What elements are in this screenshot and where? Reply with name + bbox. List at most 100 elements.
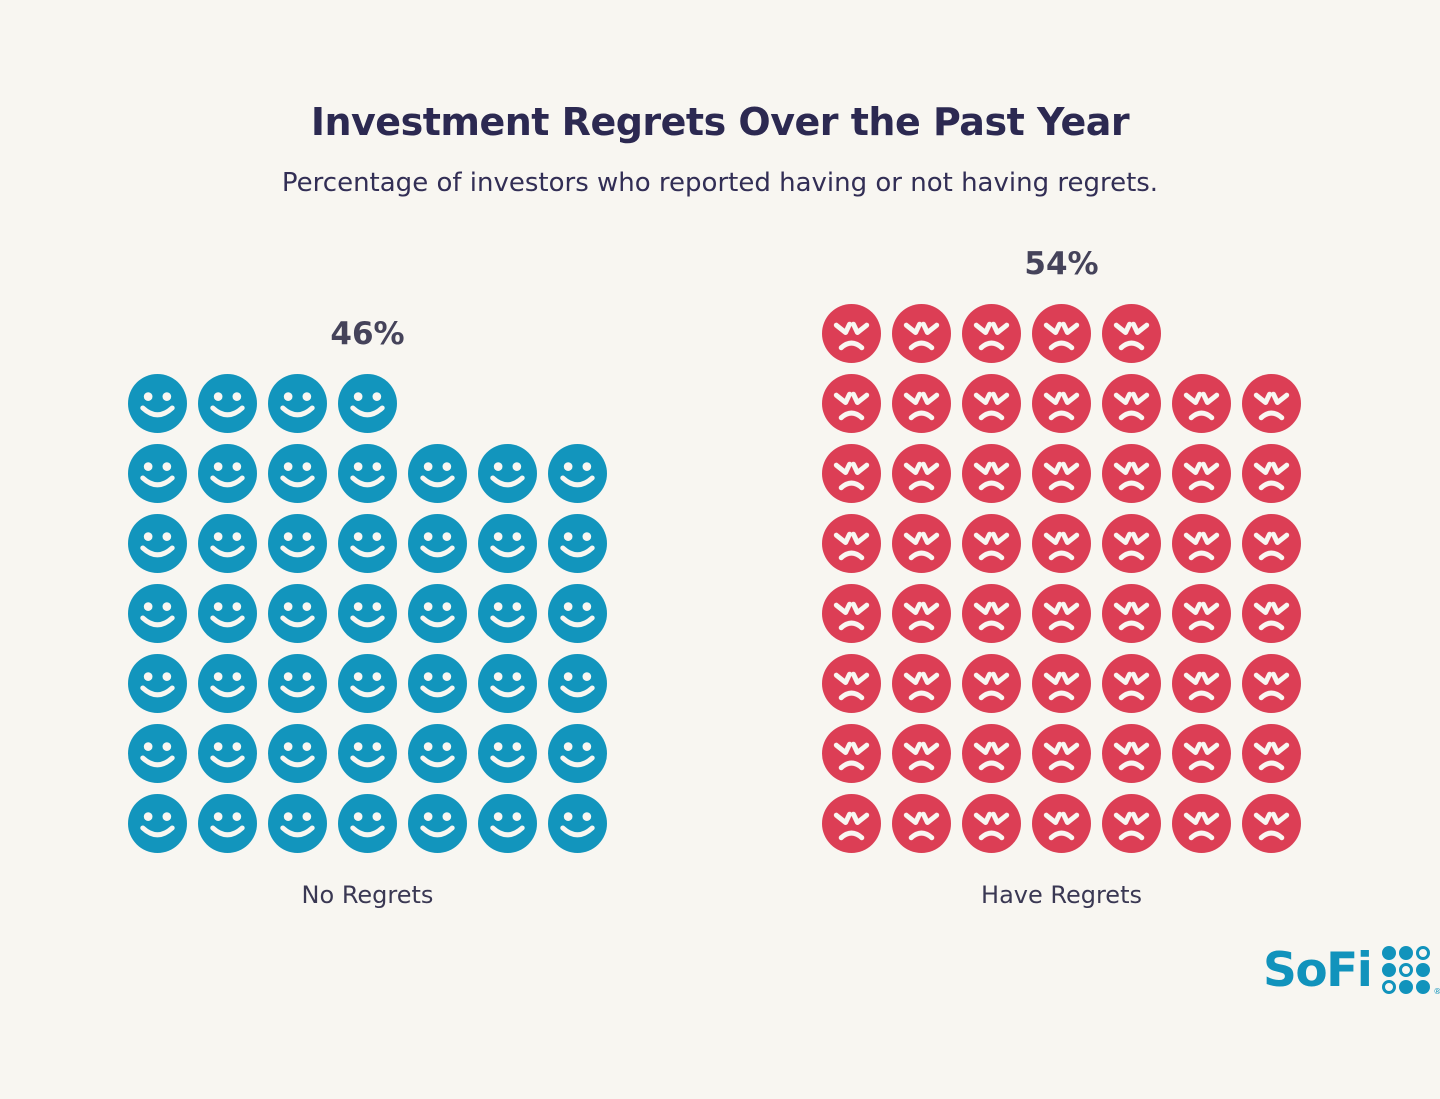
angry-face-icon: [962, 444, 1021, 503]
angry-face-icon: [962, 514, 1021, 573]
angry-face-icon: [892, 514, 951, 573]
angry-face-icon: [1032, 794, 1091, 853]
angry-face-icon: [1102, 374, 1161, 433]
angry-face-icon: [1032, 724, 1091, 783]
smiley-face-icon: [408, 794, 467, 853]
pictograph-row: [822, 724, 1301, 783]
angry-face-icon: [962, 584, 1021, 643]
angry-face-icon: [1032, 514, 1091, 573]
smiley-face-icon: [338, 374, 397, 433]
smiley-face-icon: [268, 654, 327, 713]
pictograph-row: [822, 374, 1301, 433]
smiley-face-icon: [478, 444, 537, 503]
filled-dot: [1399, 946, 1414, 960]
angry-face-icon: [1242, 374, 1301, 433]
smiley-face-icon: [338, 794, 397, 853]
smiley-face-icon: [548, 514, 607, 573]
filled-dot: [1416, 963, 1431, 977]
angry-face-icon: [822, 724, 881, 783]
pictograph-row: [128, 584, 607, 643]
angry-face-icon: [1242, 444, 1301, 503]
angry-face-icon: [1242, 584, 1301, 643]
smiley-face-icon: [128, 654, 187, 713]
smiley-face-icon: [408, 514, 467, 573]
smiley-face-icon: [478, 654, 537, 713]
angry-face-icon: [1242, 724, 1301, 783]
smiley-face-icon: [198, 724, 257, 783]
angry-face-icon: [1102, 584, 1161, 643]
smiley-face-icon: [268, 724, 327, 783]
smiley-face-icon: [478, 514, 537, 573]
smiley-face-icon: [198, 514, 257, 573]
angry-face-icon: [1172, 724, 1231, 783]
angry-face-icon: [962, 374, 1021, 433]
pictograph-row: [128, 444, 607, 503]
filled-dot: [1416, 980, 1431, 994]
smiley-face-icon: [338, 514, 397, 573]
angry-face-icon: [892, 794, 951, 853]
pictograph-row: [822, 304, 1301, 363]
smiley-face-icon: [198, 794, 257, 853]
pictograph-row: [822, 794, 1301, 853]
smiley-face-icon: [478, 584, 537, 643]
angry-face-icon: [962, 654, 1021, 713]
pictograph-row: [822, 584, 1301, 643]
angry-face-icon: [822, 304, 881, 363]
smiley-face-icon: [198, 584, 257, 643]
angry-face-icon: [1102, 514, 1161, 573]
smiley-face-icon: [128, 584, 187, 643]
angry-face-icon: [1102, 794, 1161, 853]
angry-face-icon: [1102, 444, 1161, 503]
angry-face-icon: [822, 584, 881, 643]
pictograph-row: [128, 794, 607, 853]
angry-face-icon: [892, 374, 951, 433]
smiley-face-icon: [128, 374, 187, 433]
angry-face-icon: [962, 304, 1021, 363]
smiley-face-icon: [338, 444, 397, 503]
smiley-face-icon: [198, 654, 257, 713]
smiley-face-icon: [408, 724, 467, 783]
angry-face-icon: [1242, 514, 1301, 573]
pictograph-row: [822, 654, 1301, 713]
smiley-face-icon: [478, 794, 537, 853]
angry-face-icon: [1032, 304, 1091, 363]
angry-face-icon: [822, 374, 881, 433]
angry-face-icon: [1172, 374, 1231, 433]
sofi-logo-dots-icon: [1382, 946, 1431, 994]
smiley-face-icon: [128, 724, 187, 783]
smiley-face-icon: [408, 444, 467, 503]
smiley-face-icon: [548, 584, 607, 643]
smiley-face-icon: [338, 654, 397, 713]
ring-dot: [1382, 980, 1397, 994]
no-regrets-pictograph: [128, 374, 607, 864]
smiley-face-icon: [338, 724, 397, 783]
smiley-face-icon: [268, 794, 327, 853]
angry-face-icon: [1242, 654, 1301, 713]
angry-face-icon: [1172, 444, 1231, 503]
smiley-face-icon: [268, 444, 327, 503]
have-regrets-percent: 54%: [1024, 246, 1099, 282]
smiley-face-icon: [408, 584, 467, 643]
registered-trademark-symbol: ®: [1433, 987, 1440, 996]
no-regrets-label: No Regrets: [301, 881, 434, 909]
angry-face-icon: [892, 304, 951, 363]
smiley-face-icon: [128, 514, 187, 573]
angry-face-icon: [822, 654, 881, 713]
smiley-face-icon: [338, 584, 397, 643]
pictograph-row: [128, 654, 607, 713]
sofi-logo: SoFi ®: [1263, 946, 1440, 996]
smiley-face-icon: [478, 724, 537, 783]
angry-face-icon: [822, 444, 881, 503]
smiley-face-icon: [548, 444, 607, 503]
filled-dot: [1399, 980, 1414, 994]
angry-face-icon: [962, 794, 1021, 853]
ring-dot: [1399, 963, 1414, 977]
angry-face-icon: [1172, 654, 1231, 713]
smiley-face-icon: [548, 724, 607, 783]
smiley-face-icon: [268, 584, 327, 643]
smiley-face-icon: [268, 514, 327, 573]
angry-face-icon: [1102, 724, 1161, 783]
angry-face-icon: [1172, 584, 1231, 643]
angry-face-icon: [1032, 374, 1091, 433]
